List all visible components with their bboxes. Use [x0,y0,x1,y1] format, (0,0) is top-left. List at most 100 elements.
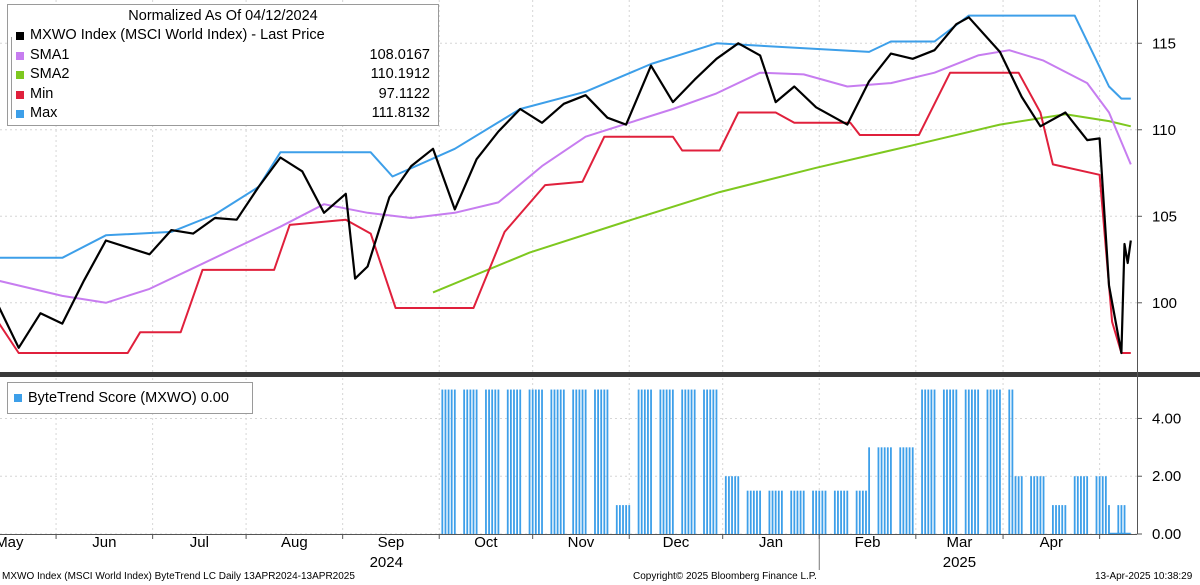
score-bar [734,476,737,534]
score-bar [550,389,553,534]
legend-row-last-price: MXWO Index (MSCI World Index) - Last Pri… [8,26,438,46]
score-bar [942,389,945,534]
score-bar [737,476,740,534]
score-bar [659,389,662,534]
legend-name-sma1: SMA1 [30,46,70,63]
score-bar [597,389,599,534]
score-bar [671,389,674,534]
y-tick-label: 100 [1152,295,1177,312]
score-bar [793,490,796,534]
score-bar [1120,505,1123,534]
score-bar [622,505,624,534]
x-year-label: 2024 [370,554,403,571]
score-bar [450,389,453,534]
score-bar [466,389,469,534]
score-bar [899,447,902,534]
score-bar [964,389,967,534]
score-bar [756,490,758,534]
score-bar [1117,505,1120,534]
score-bar [974,389,976,534]
legend-swatch-min [16,90,24,99]
score-bar [562,389,565,534]
score-bar [927,389,930,534]
score-bar [1080,476,1082,534]
score-bar [771,490,774,534]
legend-swatch-sma2 [16,71,24,79]
footer-timestamp: 13-Apr-2025 10:38:29 [1095,571,1193,582]
score-bar [584,389,587,534]
score-bar [469,389,472,534]
score-bar [749,490,752,534]
score-bar [967,389,970,534]
score-bar [516,389,519,534]
legend-row-min: Min 97.1122 [8,85,438,105]
score-bar [1061,505,1064,534]
score-bar [606,389,609,534]
score-bar [509,389,512,534]
score-legend-swatch [14,394,22,402]
score-bar [572,389,575,534]
score-bar [668,389,671,534]
score-bar [824,490,827,534]
score-bar [799,490,802,534]
legend-swatch-max [16,110,24,118]
score-bar [637,389,640,534]
score-bar [1008,389,1011,534]
score-bar [815,490,818,534]
score-bar [441,389,444,534]
score-bar [1083,476,1085,534]
score-bar [681,389,684,534]
score-bar [905,447,908,534]
score-bar [600,389,603,534]
score-bar [559,389,562,534]
legend-title: Normalized As Of 04/12/2024 [128,8,318,24]
x-tick-label: Feb [855,534,881,551]
score-bar [858,490,861,534]
score-bar [728,476,730,534]
x-tick-label: Oct [474,534,498,551]
legend-value-max: 111.8132 [371,105,430,121]
score-bar [447,389,450,534]
score-bar [1036,476,1039,534]
score-bar [1020,476,1023,534]
score-bar [618,505,621,534]
score-bar [992,389,995,534]
score-bar [995,389,998,534]
score-bar [578,389,581,534]
score-bar [855,490,858,534]
score-bar [977,389,980,534]
score-bar [491,389,494,534]
score-bar [877,447,880,534]
series-line-max [0,14,1131,259]
score-bar [880,447,883,534]
score-bar [1123,505,1126,534]
score-bar [724,476,727,534]
score-bar [933,389,936,534]
x-year-label: 2025 [943,554,976,571]
score-bar [955,389,958,534]
score-bar [821,490,824,534]
score-bar [640,389,643,534]
score-bar [1055,505,1057,534]
score-bar [485,389,487,534]
series-line-sma1 [0,49,1132,304]
score-bar [890,447,892,534]
score-bar [488,389,490,534]
score-bar [615,505,618,534]
series-line-min [0,71,1131,354]
legend-name-max: Max [30,105,58,121]
legend-swatch-sma1 [16,51,24,60]
axes [0,0,1200,570]
score-bar [662,389,665,534]
score-bar [463,389,466,534]
score-bar [746,490,749,534]
score-bar [843,490,846,534]
score-bar [1095,476,1098,534]
score-bar [665,389,668,534]
x-tick-label: Mar [947,534,973,551]
score-bar [709,389,712,534]
score-bar [865,490,867,534]
score-bar [837,490,839,534]
score-bar [625,505,628,534]
footer-copyright: Copyright© 2025 Bloomberg Finance L.P. [633,571,817,582]
